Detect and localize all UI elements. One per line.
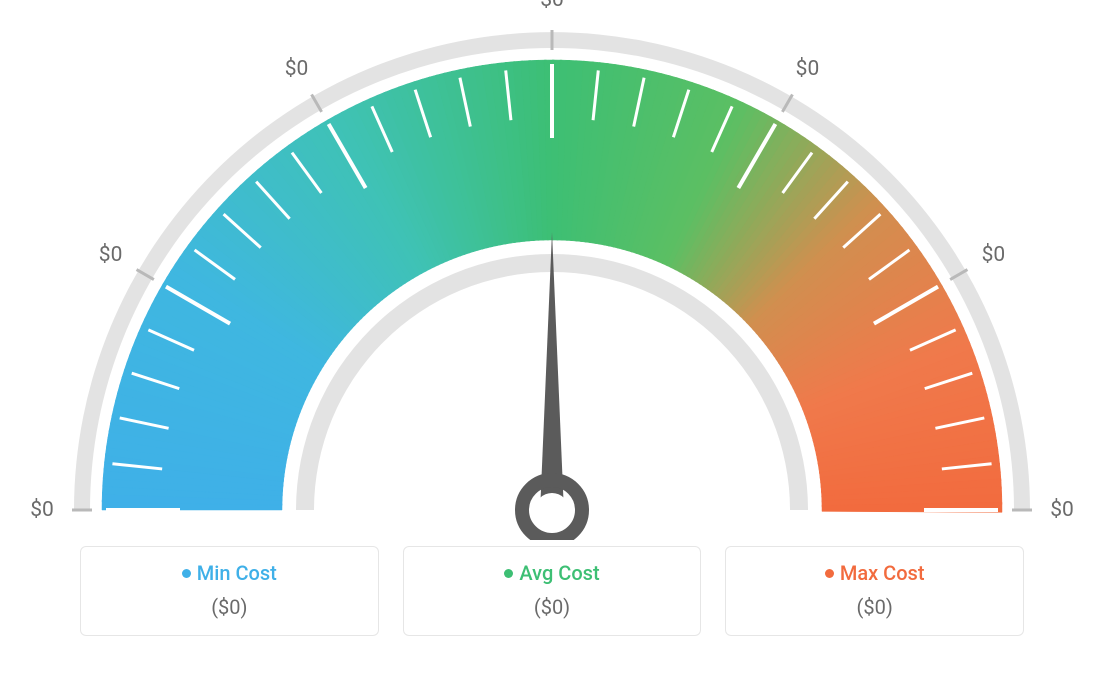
legend-card-max: Max Cost ($0) bbox=[725, 546, 1024, 636]
gauge-svg bbox=[40, 10, 1064, 540]
gauge-tick-label: $0 bbox=[982, 243, 1006, 267]
gauge-tick-label: $0 bbox=[285, 57, 309, 81]
legend-row: Min Cost ($0) Avg Cost ($0) Max Cost ($0… bbox=[80, 546, 1024, 636]
gauge-tick-label: $0 bbox=[796, 57, 820, 81]
legend-label-max: Max Cost bbox=[840, 561, 925, 585]
cost-gauge-container: $0 $0 $0 $0 $0 $0 $0 Min Cost ($0) Avg Cost ($… bbox=[0, 0, 1104, 690]
gauge-chart: $0$0$0$0$0$0$0 bbox=[40, 10, 1064, 540]
legend-value-avg: ($0) bbox=[414, 595, 691, 619]
legend-dot-min bbox=[182, 569, 191, 578]
legend-label-min: Min Cost bbox=[197, 561, 277, 585]
legend-dot-max bbox=[825, 569, 834, 578]
gauge-tick-label: $0 bbox=[540, 0, 564, 12]
gauge-tick-label: $0 bbox=[30, 498, 54, 522]
legend-title-max: Max Cost bbox=[825, 561, 925, 585]
legend-card-avg: Avg Cost ($0) bbox=[403, 546, 702, 636]
legend-value-min: ($0) bbox=[91, 595, 368, 619]
gauge-tick-label: $0 bbox=[99, 243, 123, 267]
legend-card-min: Min Cost ($0) bbox=[80, 546, 379, 636]
legend-value-max: ($0) bbox=[736, 595, 1013, 619]
legend-label-avg: Avg Cost bbox=[519, 561, 599, 585]
legend-title-min: Min Cost bbox=[182, 561, 277, 585]
gauge-tick-label: $0 bbox=[1050, 498, 1074, 522]
legend-dot-avg bbox=[504, 569, 513, 578]
legend-title-avg: Avg Cost bbox=[504, 561, 599, 585]
